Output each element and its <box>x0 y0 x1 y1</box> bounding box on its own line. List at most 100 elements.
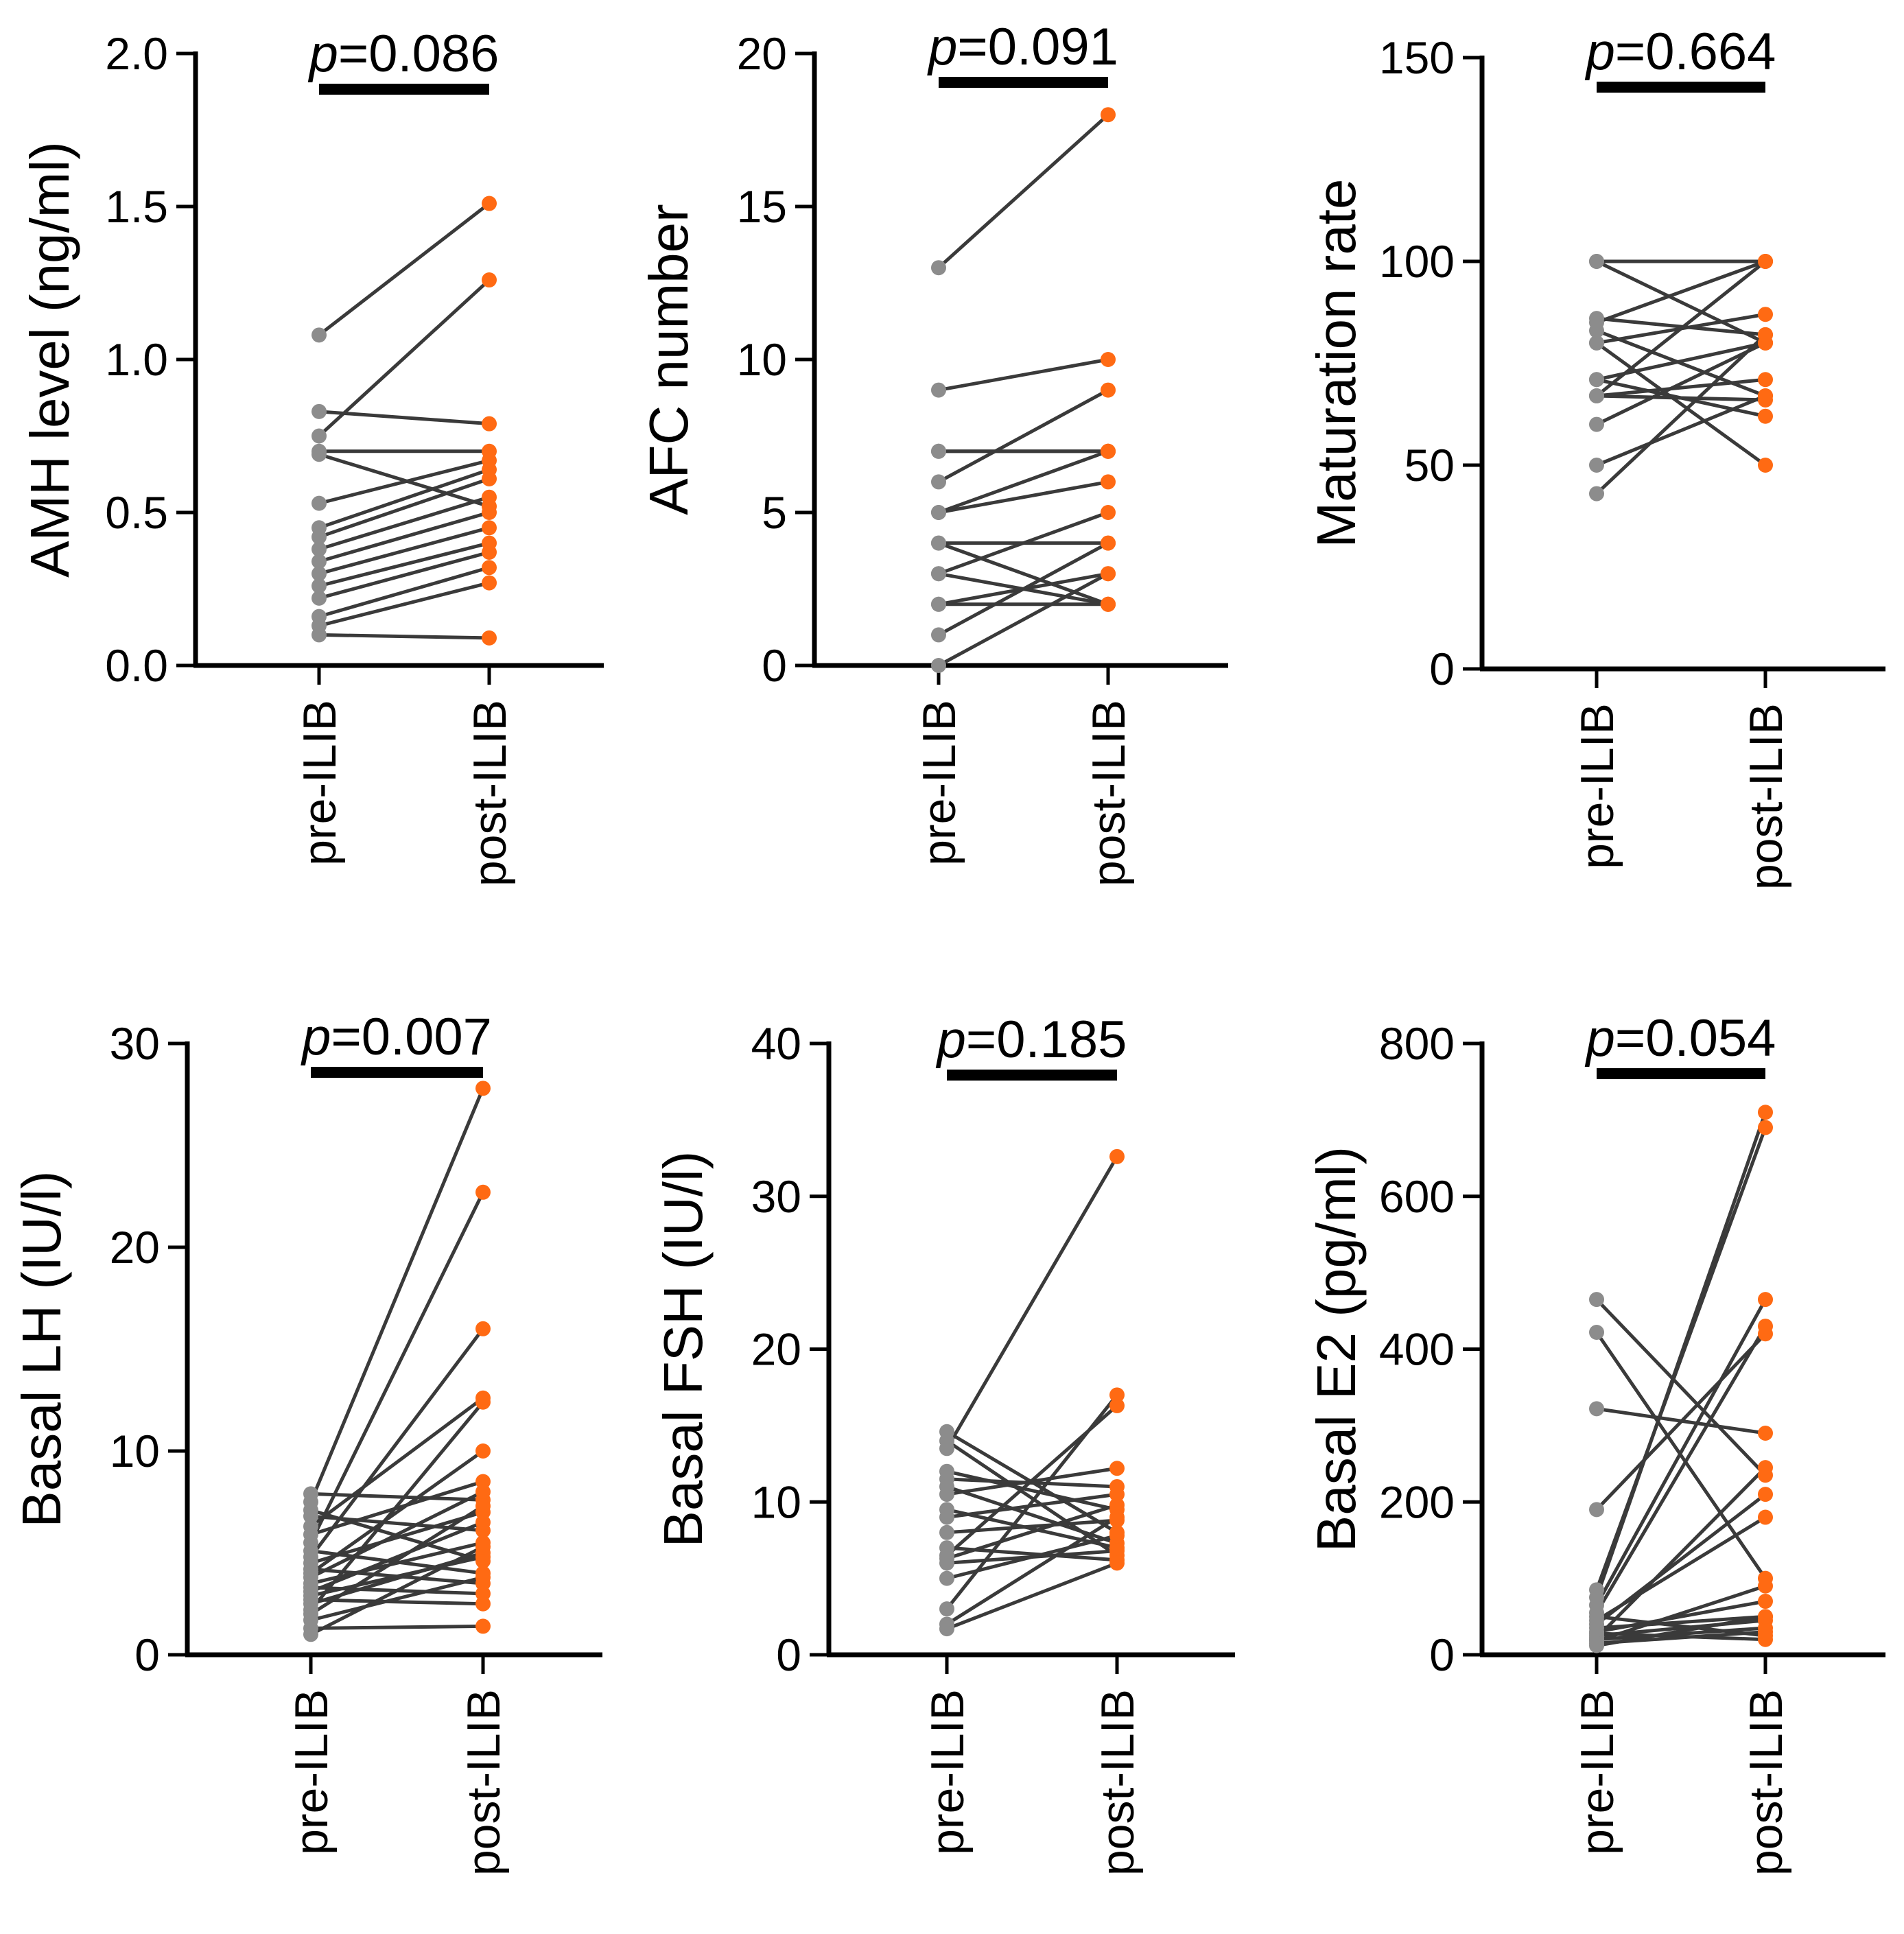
post-point <box>475 1394 491 1410</box>
pair-line <box>1595 1493 1767 1626</box>
post-point <box>1758 372 1773 388</box>
post-point <box>475 1484 491 1500</box>
post-point <box>1109 1398 1125 1413</box>
pre-point <box>931 474 946 490</box>
post-point <box>1758 458 1773 473</box>
p-value: =0.664 <box>1615 23 1776 81</box>
y-tick-label: 20 <box>751 1324 801 1375</box>
pre-point <box>939 1601 954 1617</box>
post-point <box>1101 474 1116 490</box>
pre-point <box>312 428 327 444</box>
p-value: =0.007 <box>331 1008 492 1066</box>
pair-line <box>318 495 490 551</box>
post-point <box>1758 1594 1773 1609</box>
pre-point <box>939 1570 954 1586</box>
post-point <box>1109 1487 1125 1502</box>
pre-point <box>1589 322 1604 338</box>
pair-line <box>946 1503 1118 1561</box>
post-point <box>1101 443 1116 459</box>
post-point <box>1109 1555 1125 1571</box>
y-axis-title: Basal LH (IU/l) <box>11 1170 72 1527</box>
y-tick-label: 0 <box>776 1629 801 1680</box>
y-tick-label: 10 <box>110 1426 160 1476</box>
post-point <box>1758 307 1773 322</box>
y-axis-title: Basal E2 (pg/ml) <box>1306 1146 1367 1552</box>
y-tick-label: 0 <box>134 1629 160 1680</box>
y-tick-label: 200 <box>1379 1476 1455 1527</box>
pair-line <box>309 1087 485 1503</box>
pre-point <box>939 1524 954 1540</box>
pre-point <box>312 554 327 569</box>
pair-line <box>1595 333 1767 495</box>
post-point <box>1758 1319 1773 1334</box>
y-tick-label: 20 <box>737 28 787 79</box>
pair-line <box>318 565 490 619</box>
category-label-post: post-ILIB <box>1092 1689 1144 1876</box>
pre-point <box>312 447 327 462</box>
pair-line <box>318 279 491 438</box>
p-value-label: p=0.185 <box>936 1011 1127 1069</box>
pre-point <box>939 1509 954 1525</box>
p-value-label: p=0.007 <box>301 1008 492 1066</box>
pre-point <box>939 1487 954 1502</box>
y-tick-label: 20 <box>110 1222 160 1273</box>
post-point <box>1109 1497 1125 1513</box>
post-point <box>1758 1578 1773 1594</box>
category-label-post: post-ILIB <box>1083 700 1135 886</box>
pair-line <box>938 541 1109 606</box>
post-point <box>482 520 497 536</box>
post-point <box>482 630 497 646</box>
post-point <box>1758 1105 1773 1120</box>
pre-point <box>1589 372 1604 388</box>
y-tick-label: 1.5 <box>105 181 168 232</box>
pre-point <box>931 505 946 520</box>
pair-line <box>310 1598 484 1606</box>
post-point <box>482 489 497 505</box>
pair-line <box>318 477 490 539</box>
p-value: =0.054 <box>1615 1009 1776 1068</box>
post-point <box>1101 535 1116 551</box>
panel-5: 0 10 20 30 40 pre-ILIB post-ILIB Basal FSH (IU/… <box>653 1011 1235 1876</box>
pair-line <box>1596 1614 1766 1648</box>
pair-line <box>1596 329 1766 398</box>
y-tick-label: 800 <box>1379 1018 1455 1069</box>
post-point <box>1758 1624 1773 1640</box>
pre-point <box>1589 335 1604 351</box>
pair-line <box>1596 377 1766 398</box>
y-tick-label: 150 <box>1379 32 1455 83</box>
pre-point <box>939 1555 954 1571</box>
pre-point <box>1589 416 1604 432</box>
pre-point <box>1589 1292 1604 1308</box>
y-tick-label: 15 <box>737 181 787 232</box>
p-symbol: p <box>936 1011 966 1069</box>
pair-line <box>310 1491 484 1502</box>
pre-point <box>1589 1502 1604 1518</box>
category-label-pre: pre-ILIB <box>913 700 965 866</box>
y-axis-title: Maturation rate <box>1306 178 1367 547</box>
pair-line <box>318 202 491 337</box>
post-point <box>1758 1609 1773 1625</box>
pre-point <box>931 596 946 612</box>
pre-point <box>312 327 327 343</box>
y-tick-label: 400 <box>1379 1324 1455 1375</box>
y-tick-label: 30 <box>751 1171 801 1222</box>
pair-line <box>309 1505 484 1616</box>
pair-line <box>318 458 490 506</box>
y-tick-label: 50 <box>1405 440 1455 491</box>
pair-line <box>946 1492 1118 1520</box>
post-point <box>1758 1487 1773 1502</box>
pair-line <box>937 541 1109 637</box>
y-tick-label: 0 <box>1429 644 1455 694</box>
post-point <box>475 1596 491 1612</box>
pre-point <box>939 1621 954 1637</box>
p-value: =0.086 <box>338 25 499 83</box>
post-point <box>482 471 497 486</box>
p-value-label: p=0.664 <box>1585 23 1776 81</box>
pair-line <box>1595 1332 1767 1511</box>
pair-line <box>938 510 1109 576</box>
post-point <box>1758 388 1773 404</box>
category-label-pre: pre-ILIB <box>1571 1689 1623 1855</box>
pair-line <box>318 510 490 563</box>
post-point <box>1758 327 1773 342</box>
